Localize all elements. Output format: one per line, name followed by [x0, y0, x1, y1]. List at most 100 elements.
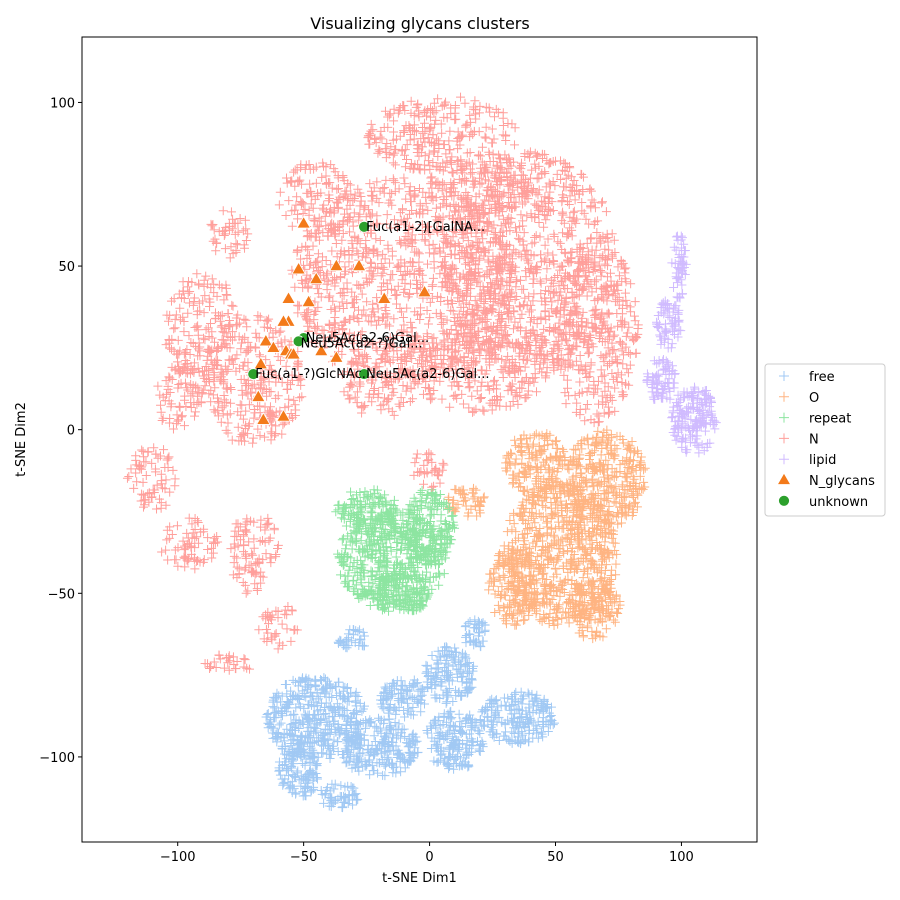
n-glycan-point	[276, 313, 291, 327]
legend-label: repeat	[809, 412, 851, 427]
series-repeat-points	[400, 485, 460, 569]
y-tick: 100	[50, 96, 82, 111]
series-n-points	[274, 158, 358, 242]
chart-title: Visualizing glycans clusters	[310, 14, 529, 33]
series-free	[261, 615, 559, 813]
series-free-points	[316, 779, 363, 813]
series-n-points	[199, 311, 307, 448]
y-tick-label: −50	[48, 587, 75, 602]
legend-item-repeat: repeat	[779, 412, 851, 427]
x-tick-label: 50	[547, 850, 564, 865]
unknown-point	[358, 220, 370, 233]
legend-label: N_glycans	[809, 474, 875, 489]
series-free-points	[460, 615, 490, 652]
series-free-points	[337, 713, 423, 781]
legend-item-n: N	[779, 432, 819, 447]
n-glycan-point	[250, 389, 266, 402]
plot-frame	[81, 36, 758, 843]
series-n-points	[337, 339, 421, 420]
y-tick: −50	[48, 587, 82, 602]
legend-label: O	[809, 391, 819, 406]
legend-item-n-glycans: N_glycans	[776, 472, 875, 489]
series-free-points	[333, 624, 369, 653]
series-n-points	[206, 206, 253, 263]
y-axis: −100 −50 0 50 100	[39, 96, 82, 766]
legend-marker	[779, 433, 789, 444]
x-tick: 100	[669, 842, 694, 865]
y-tick: 0	[67, 424, 82, 439]
series-n-points	[157, 513, 223, 574]
series-n-points	[228, 553, 268, 598]
plot-area: Fuc(a1-2)[GalNA...Neu5Ac(a2-6)Gal...Neu5…	[122, 92, 721, 813]
legend-item-o: O	[779, 391, 819, 406]
x-tick-label: −100	[160, 850, 196, 865]
n-glycan-point	[281, 290, 296, 304]
y-tick-label: 100	[50, 96, 75, 111]
series-n-points	[161, 269, 243, 395]
n-glycan-point	[329, 349, 344, 363]
y-axis-label: t-SNE Dim2	[14, 402, 29, 477]
series-o-points	[562, 576, 625, 644]
n-glycan-point	[258, 333, 274, 347]
series-o-points	[562, 425, 650, 529]
series-o	[443, 425, 650, 644]
n-glycan-point	[296, 215, 311, 229]
series-free-points	[274, 736, 322, 801]
x-axis: −100 −50 0 50 100	[160, 842, 694, 865]
n-glycan-point	[351, 258, 367, 272]
legend-label: free	[809, 370, 835, 385]
legend-marker	[779, 412, 789, 423]
series-n-points	[545, 238, 643, 428]
legend-item-free: free	[779, 370, 835, 385]
n-glycan-point	[313, 343, 329, 357]
x-tick: 0	[425, 842, 434, 865]
series-n-points	[426, 147, 532, 221]
series-n-points	[400, 313, 559, 417]
n-glycan-point	[301, 294, 317, 308]
legend-label: lipid	[809, 453, 836, 468]
annotation-layer: Fuc(a1-2)[GalNA...Neu5Ac(a2-6)Gal...Neu5…	[255, 220, 489, 382]
legend-marker	[779, 454, 789, 465]
n-glycan-point	[329, 258, 344, 272]
annotation-label: Fuc(a1-?)GlcNAc...	[255, 367, 374, 382]
annotation-label: Neu5Ac(a2-6)Gal...	[366, 367, 489, 382]
series-n-points	[153, 362, 207, 434]
series-free-points	[261, 673, 371, 764]
series-repeat	[331, 485, 460, 616]
n-glycan-point	[276, 408, 291, 422]
n-glycan-point	[286, 346, 301, 360]
series-lipid-points	[667, 382, 721, 458]
series-free-points	[422, 706, 488, 774]
series-o-points	[443, 483, 489, 521]
series-n-glycans	[250, 215, 432, 425]
annotation-label: Neu5Ac(a2-?)Gal...	[301, 337, 423, 352]
legend-marker	[778, 494, 790, 507]
x-tick: 50	[547, 842, 564, 865]
n-glycan-point	[253, 356, 269, 370]
x-tick: −100	[160, 842, 196, 865]
series-lipid-points	[652, 296, 686, 353]
y-tick: 50	[58, 260, 82, 275]
n-glycan-point	[291, 261, 306, 275]
y-tick-label: −100	[39, 751, 75, 766]
series-n	[122, 92, 643, 675]
series-repeat-points	[362, 569, 434, 616]
series-free-points	[421, 642, 479, 708]
series-n-points	[409, 448, 449, 492]
unknown-point	[292, 335, 305, 348]
series-repeat-points	[331, 485, 402, 539]
n-glycan-point	[256, 412, 271, 425]
x-tick-label: 100	[669, 850, 694, 865]
unknown-point	[247, 368, 260, 380]
x-tick: −50	[290, 842, 317, 865]
series-free-points	[475, 687, 559, 749]
series-n-points	[440, 147, 623, 383]
series-n-points	[287, 173, 522, 391]
series-o-points	[501, 429, 570, 499]
series-n-points	[254, 602, 302, 654]
x-axis-label: t-SNE Dim1	[382, 871, 457, 886]
n-glycan-point	[376, 290, 392, 304]
